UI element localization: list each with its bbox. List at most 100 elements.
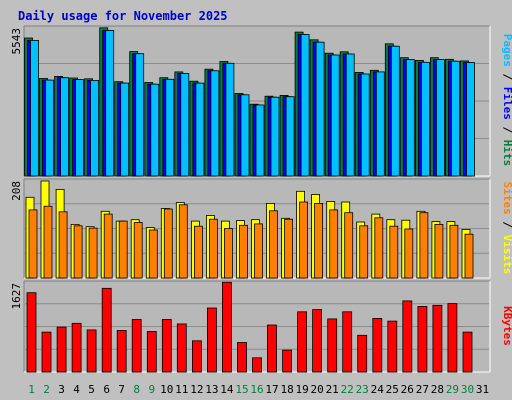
bar-sites-day-25 (389, 225, 399, 279)
x-tick-label-day-17: 17 (265, 383, 278, 396)
bar-kbytes-day-27 (417, 305, 428, 373)
x-tick-label-day-15: 15 (235, 383, 248, 396)
x-tick-label-day-12: 12 (190, 383, 203, 396)
bar-pages-day-3 (60, 77, 69, 177)
bar-pages-day-7 (120, 82, 130, 177)
bar-sites-day-7 (118, 220, 128, 279)
bar-pages-day-30 (466, 62, 475, 177)
x-tick-label-day-16: 16 (250, 383, 263, 396)
bar-kbytes-day-23 (357, 334, 368, 373)
bar-kbytes-day-12 (191, 340, 202, 373)
bar-kbytes-day-26 (402, 300, 413, 373)
bar-pages-day-17 (270, 96, 280, 177)
bar-kbytes-day-6 (101, 287, 112, 373)
bar-kbytes-day-16 (252, 357, 262, 373)
x-tick-label-day-19: 19 (295, 383, 308, 396)
bar-kbytes-day-9 (146, 331, 157, 373)
panel-visits-sites: 208 (10, 178, 491, 279)
bar-kbytes-day-2 (41, 331, 52, 373)
bar-sites-day-9 (148, 229, 158, 279)
bar-sites-day-4 (73, 225, 83, 279)
x-tick-label-day-10: 10 (160, 383, 173, 396)
x-tick-label-day-8: 8 (133, 383, 140, 396)
right-label-pages-files-hits: Pages / Files / Hits (501, 34, 512, 167)
bar-sites-day-24 (374, 217, 384, 279)
bar-sites-day-16 (254, 223, 263, 279)
bar-sites-day-28 (434, 223, 444, 279)
bar-kbytes-day-15 (237, 342, 247, 373)
x-tick-label-day-13: 13 (205, 383, 218, 396)
bar-sites-day-10 (163, 208, 173, 279)
bar-sites-day-21 (329, 209, 339, 279)
panel-hits-files-pages: 5543 (10, 25, 491, 177)
bar-pages-day-16 (255, 104, 265, 177)
bar-kbytes-day-8 (131, 319, 142, 373)
bar-pages-day-10 (165, 78, 175, 177)
x-tick-label-day-5: 5 (88, 383, 95, 396)
x-tick-label-day-29: 29 (446, 383, 459, 396)
bar-kbytes-day-22 (342, 311, 353, 373)
x-tick-label-day-23: 23 (356, 383, 369, 396)
bar-sites-day-3 (58, 211, 68, 279)
x-tick-label-day-11: 11 (175, 383, 188, 396)
bar-kbytes-day-7 (116, 329, 127, 373)
bar-pages-day-4 (75, 79, 84, 177)
x-tick-label-day-24: 24 (371, 383, 385, 396)
x-tick-label-day-21: 21 (326, 383, 339, 396)
bar-kbytes-day-1 (26, 292, 37, 373)
bar-sites-day-8 (133, 222, 143, 279)
bar-kbytes-day-17 (267, 324, 277, 373)
bar-pages-day-23 (360, 73, 370, 177)
bar-kbytes-day-18 (282, 349, 293, 373)
bar-pages-day-12 (195, 82, 205, 177)
bar-sites-day-19 (299, 201, 309, 279)
x-tick-label-day-7: 7 (118, 383, 125, 396)
bar-sites-day-26 (404, 228, 414, 279)
x-tick-label-day-26: 26 (401, 383, 414, 396)
bar-pages-day-18 (285, 96, 295, 177)
bar-pages-day-29 (450, 60, 460, 177)
bar-pages-day-8 (135, 53, 145, 177)
x-tick-label-day-14: 14 (220, 383, 234, 396)
bar-pages-day-28 (435, 59, 445, 177)
bar-pages-day-6 (105, 30, 115, 177)
bar-kbytes-day-24 (372, 317, 383, 373)
bar-sites-day-17 (269, 210, 278, 279)
bar-pages-day-21 (330, 54, 340, 177)
chart-panels: 5543 208 1627 (10, 25, 491, 373)
x-tick-label-day-27: 27 (416, 383, 429, 396)
bar-kbytes-day-14 (221, 281, 232, 373)
bar-kbytes-day-25 (387, 320, 398, 373)
bar-sites-day-30 (464, 233, 474, 279)
x-tick-label-day-9: 9 (148, 383, 155, 396)
x-tick-label-day-31: 31 (476, 383, 489, 396)
x-tick-label-day-30: 30 (461, 383, 474, 396)
bar-pages-day-19 (300, 34, 310, 177)
bar-kbytes-day-21 (327, 318, 338, 373)
bar-sites-day-18 (284, 218, 294, 279)
bar-sites-day-5 (88, 227, 98, 279)
bar-pages-day-25 (390, 45, 400, 177)
bar-pages-day-13 (210, 70, 220, 177)
bar-kbytes-day-5 (86, 329, 97, 373)
y-axis-max-label: 208 (10, 181, 23, 201)
bar-pages-day-11 (180, 73, 190, 177)
x-tick-label-day-25: 25 (386, 383, 399, 396)
y-axis-max-label: 5543 (10, 28, 23, 55)
x-axis-labels: 1 2 3 4 5 6 7 8 9 10 11 12 13 14 15 16 17 18 19 20 21 22 23 24 2… (28, 383, 489, 396)
bar-pages-day-14 (225, 62, 235, 177)
chart-title: Daily usage for November 2025 (18, 9, 228, 23)
x-tick-label-day-2: 2 (43, 383, 50, 396)
bar-sites-day-15 (239, 224, 248, 279)
panel-kbytes: 1627 (10, 280, 491, 373)
bar-sites-day-6 (103, 213, 113, 279)
bar-kbytes-day-28 (432, 304, 443, 373)
bar-pages-day-26 (405, 59, 415, 177)
bar-sites-day-20 (314, 202, 324, 279)
x-tick-label-day-28: 28 (431, 383, 444, 396)
right-legend-labels: Pages / Files / Hits Sites / Visits KBytes (501, 34, 512, 346)
bar-kbytes-day-4 (71, 322, 82, 373)
bar-kbytes-day-3 (56, 326, 67, 373)
right-label-sites-visits: Sites / Visits (501, 182, 512, 275)
